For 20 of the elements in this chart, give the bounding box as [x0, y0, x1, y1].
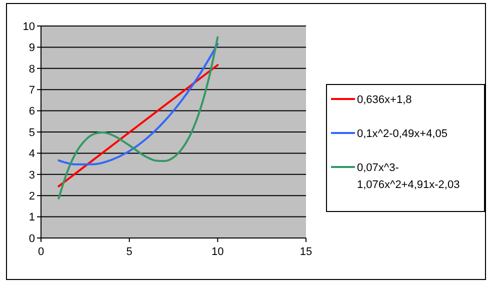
legend-label: 0,1x^2-0,49x+4,05: [357, 128, 448, 140]
y-tick-label: 1: [28, 212, 35, 224]
y-tick-label: 2: [28, 190, 35, 202]
y-tick-label: 6: [28, 106, 35, 118]
y-tick-label: 9: [28, 42, 35, 54]
line-series: [58, 43, 219, 166]
legend-label: 0,07x^3-1,076x^2+4,91x-2,03: [357, 162, 460, 191]
x-tick-label: 10: [212, 246, 224, 258]
legend-label: 0,636x+1,8: [357, 94, 412, 106]
y-tick-label: 4: [28, 148, 35, 160]
y-tick-label: 10: [22, 20, 35, 33]
y-tick-label: 0: [28, 232, 35, 245]
y-tick-label: 8: [28, 63, 35, 76]
x-tick-label: 0: [38, 246, 44, 258]
y-tick-label: 3: [28, 169, 35, 182]
y-tick-label: 5: [28, 126, 35, 139]
y-tick-label: 7: [28, 84, 35, 96]
x-tick-label: 15: [300, 246, 312, 258]
x-tick-label: 5: [126, 246, 132, 258]
line-series: [58, 36, 219, 200]
